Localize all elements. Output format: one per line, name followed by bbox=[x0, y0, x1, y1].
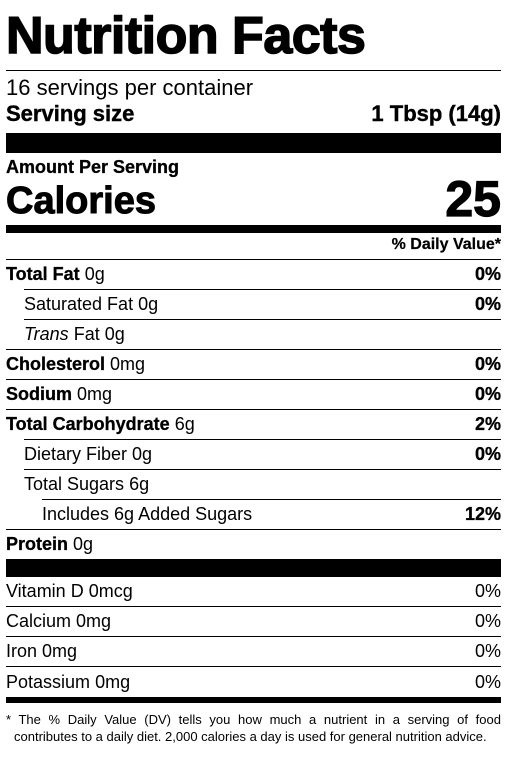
nutrient-dv: 0% bbox=[474, 264, 501, 284]
label-title: Nutrition Facts bbox=[5, 7, 366, 65]
nutrient-row-added-sugars: Includes 6g Added Sugars 12% bbox=[6, 499, 501, 529]
nutrient-dv: 0% bbox=[474, 443, 501, 464]
nutrient-amount: 6g bbox=[129, 473, 150, 494]
nutrient-dv: 0% bbox=[474, 293, 501, 314]
vitamin-amount: 0mcg bbox=[88, 581, 133, 601]
nutrient-name: Sodium bbox=[6, 384, 72, 404]
nutrient-amount: 0g bbox=[138, 293, 159, 314]
serving-size-value: 1 Tbsp (14g) bbox=[371, 101, 501, 126]
nutrient-row-saturated-fat: Saturated Fat 0g 0% bbox=[6, 289, 501, 319]
vitamin-dv: 0% bbox=[474, 641, 501, 661]
nutrient-amount: 0g bbox=[104, 323, 125, 344]
nutrient-row-total-carbohydrate: Total Carbohydrate 6g 2% bbox=[6, 409, 501, 439]
vitamin-amount: 0mg bbox=[76, 611, 112, 631]
servings-per-container: 16 servings per container bbox=[6, 75, 254, 100]
nutrient-amount: 0g bbox=[73, 534, 94, 554]
serving-size-label: Serving size bbox=[6, 101, 135, 126]
nutrient-row-total-sugars: Total Sugars 6g bbox=[6, 469, 501, 499]
nutrient-dv: 12% bbox=[464, 503, 501, 524]
thick-divider bbox=[6, 559, 501, 577]
vitamin-dv: 0% bbox=[474, 671, 501, 692]
medium-divider bbox=[6, 225, 501, 233]
nutrient-dv: 0% bbox=[474, 384, 501, 404]
calories-value: 25 bbox=[445, 171, 502, 227]
vitamin-row-calcium: Calcium 0mg 0% bbox=[6, 607, 501, 637]
nutrient-name: Trans bbox=[24, 323, 69, 344]
nutrient-row-dietary-fiber: Dietary Fiber 0g 0% bbox=[6, 439, 501, 469]
nutrient-amount: 0mg bbox=[110, 354, 146, 374]
vitamin-name: Potassium bbox=[6, 671, 91, 692]
nutrient-amount: 0mg bbox=[77, 384, 113, 404]
nutrient-row-sodium: Sodium 0mg 0% bbox=[6, 379, 501, 409]
nutrient-name: Dietary Fiber bbox=[24, 443, 128, 464]
nutrient-name: Total Sugars bbox=[24, 473, 125, 494]
nutrient-amount: 0g bbox=[84, 264, 105, 284]
nutrient-row-protein: Protein 0g bbox=[6, 529, 501, 559]
nutrient-amount: 6g bbox=[174, 414, 195, 434]
amount-per-serving: Amount Per Serving bbox=[6, 157, 180, 177]
vitamin-row-vitamin-d: Vitamin D 0mcg 0% bbox=[6, 577, 501, 607]
nutrient-dv: 2% bbox=[474, 414, 501, 434]
thick-divider bbox=[6, 133, 501, 153]
nutrient-name: Saturated Fat bbox=[24, 293, 134, 314]
serving-size-row: Serving size 1 Tbsp (14g) bbox=[6, 101, 501, 127]
nutrient-name: Cholesterol bbox=[6, 354, 106, 374]
nutrient-row-cholesterol: Cholesterol 0mg 0% bbox=[6, 349, 501, 379]
nutrient-name: Protein bbox=[6, 534, 69, 554]
calories-row: Calories 25 bbox=[6, 171, 502, 227]
vitamin-dv: 0% bbox=[474, 581, 501, 601]
nutrient-dv: 0% bbox=[474, 354, 501, 374]
nutrient-row-trans-fat: Trans Fat 0g bbox=[6, 319, 501, 349]
vitamin-amount: 0mg bbox=[95, 671, 131, 692]
daily-value-footnote: * The % Daily Value (DV) tells you how m… bbox=[6, 712, 501, 744]
divider bbox=[6, 70, 501, 71]
nutrient-amount: 0g bbox=[132, 443, 153, 464]
nutrient-name: Total Fat bbox=[6, 264, 80, 284]
nutrient-row-total-fat: Total Fat 0g 0% bbox=[6, 259, 501, 289]
vitamin-name: Vitamin D bbox=[6, 581, 84, 601]
footnote-divider bbox=[6, 697, 501, 703]
nutrient-name-suffix: Fat bbox=[73, 323, 100, 344]
vitamin-name: Calcium bbox=[6, 611, 72, 631]
vitamin-row-potassium: Potassium 0mg 0% bbox=[6, 667, 501, 697]
nutrient-name: Total Carbohydrate bbox=[6, 414, 170, 434]
calories-label: Calories bbox=[6, 180, 157, 222]
vitamin-amount: 0mg bbox=[42, 641, 78, 661]
vitamin-dv: 0% bbox=[474, 611, 501, 631]
vitamin-name: Iron bbox=[6, 641, 38, 661]
daily-value-header: % Daily Value* bbox=[391, 236, 502, 253]
vitamin-row-iron: Iron 0mg 0% bbox=[6, 637, 501, 667]
nutrition-facts-label: Nutrition Facts 16 servings per containe… bbox=[0, 7, 507, 783]
nutrient-name: Includes 6g Added Sugars bbox=[42, 503, 253, 524]
